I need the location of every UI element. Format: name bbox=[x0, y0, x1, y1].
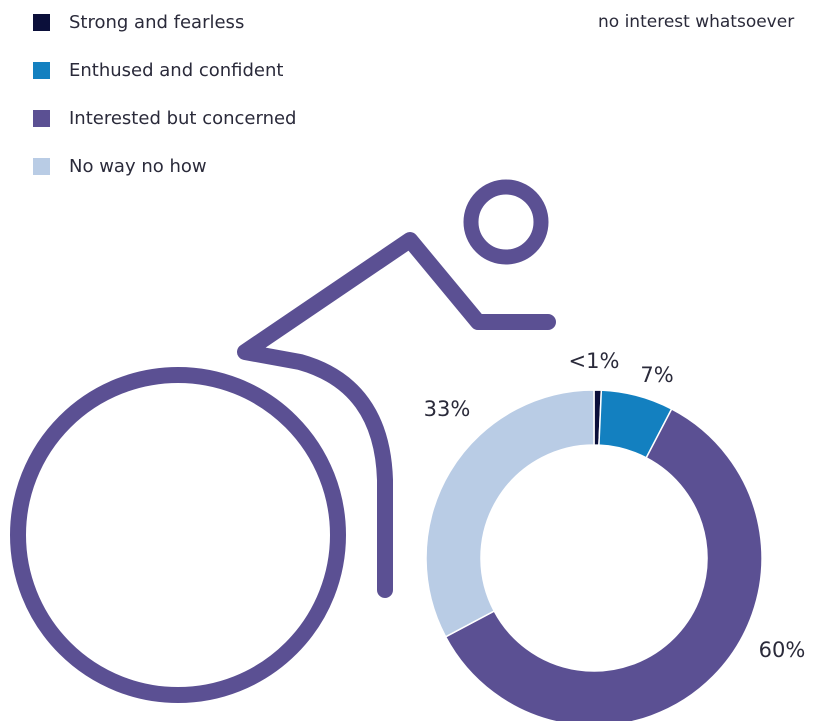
legend-label: No way no how bbox=[69, 156, 207, 177]
chart: no interest whatsoever <1% 7% 60% 33% Stron… bbox=[0, 0, 813, 721]
donut: <1% 7% 60% 33% bbox=[424, 349, 806, 721]
note: no interest whatsoever bbox=[598, 12, 794, 32]
data-label: 60% bbox=[759, 638, 806, 662]
data-label: <1% bbox=[569, 349, 620, 373]
legend-swatch bbox=[33, 14, 50, 31]
donut-slice bbox=[426, 390, 594, 637]
legend-swatch bbox=[33, 158, 50, 175]
legend-label: Strong and fearless bbox=[69, 12, 244, 33]
legend-label: Enthused and confident bbox=[69, 60, 283, 81]
data-label: 7% bbox=[640, 363, 673, 387]
legend-swatch bbox=[33, 62, 50, 79]
data-label: 33% bbox=[424, 397, 471, 421]
head bbox=[471, 187, 541, 257]
legend: Strong and fearless Enthused and confiden… bbox=[33, 12, 296, 177]
wheel bbox=[18, 375, 338, 695]
legend-label: Interested but concerned bbox=[69, 108, 296, 129]
legend-swatch bbox=[33, 110, 50, 127]
